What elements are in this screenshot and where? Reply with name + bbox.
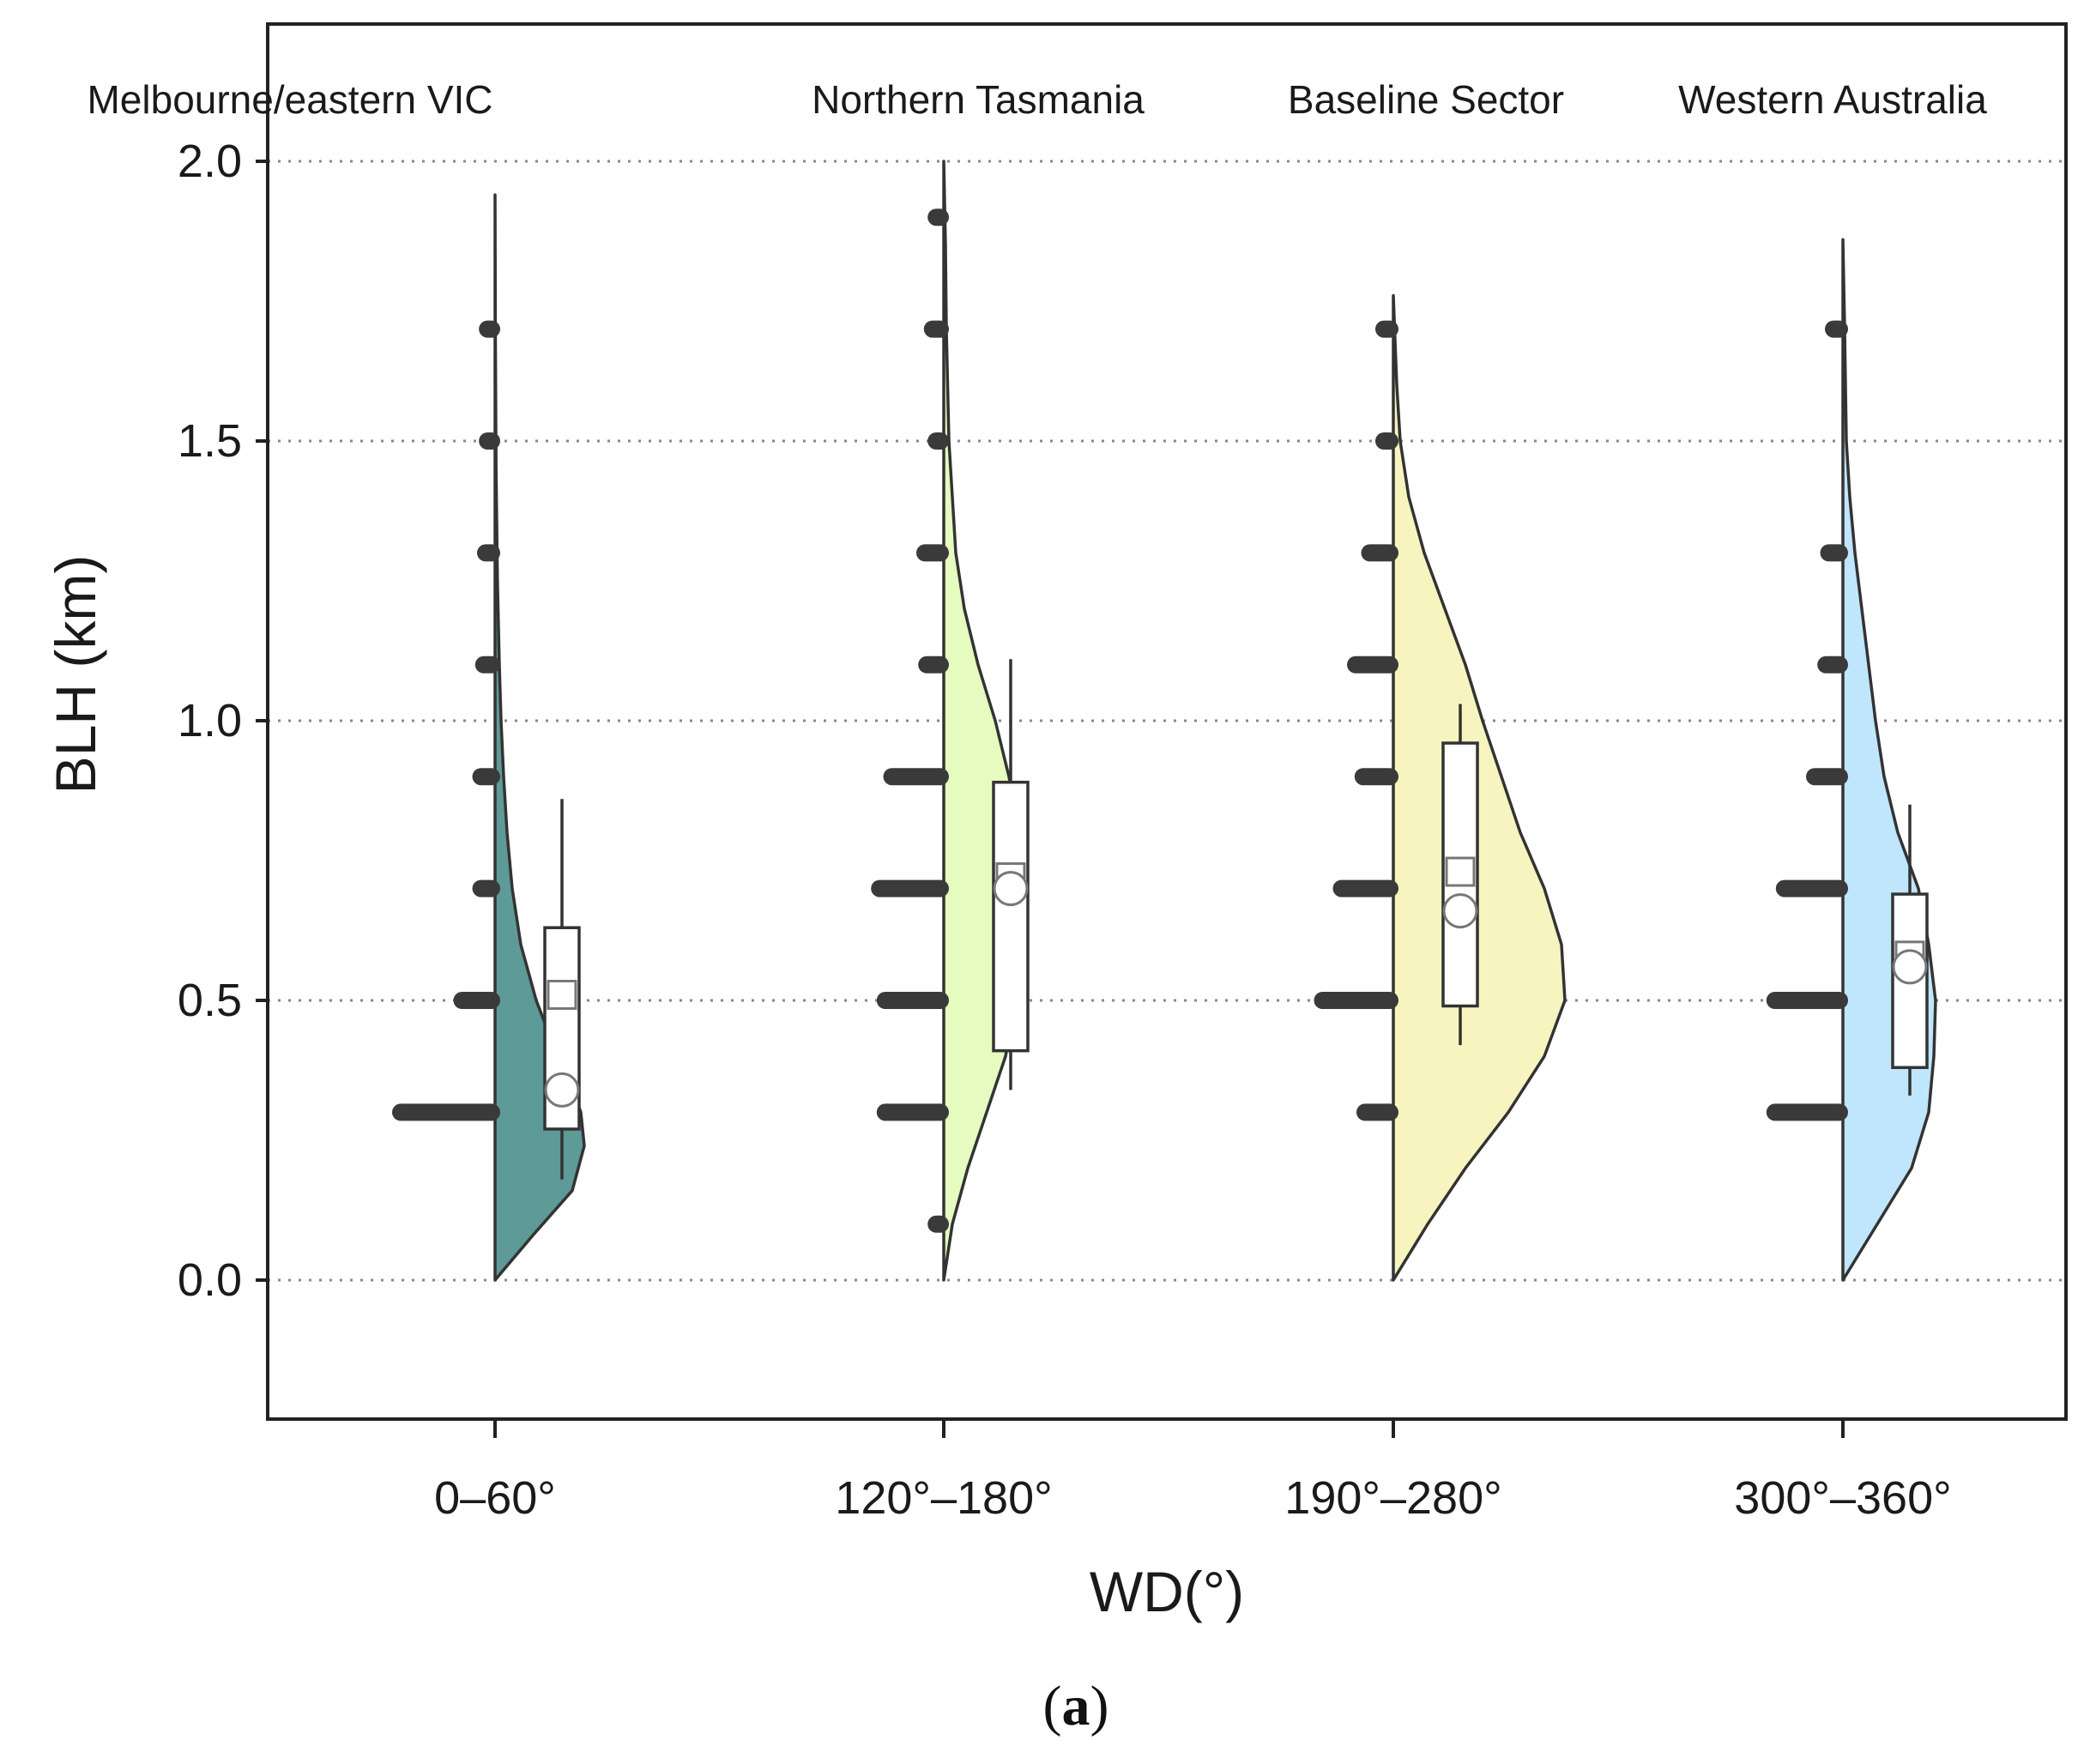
caption-open: (: [1043, 1675, 1062, 1737]
x-axis-title: WD(°): [1090, 1560, 1244, 1623]
sector-label: Northern Tasmania: [812, 77, 1145, 122]
median-marker: [993, 871, 1029, 907]
x-tick-label: 300°–360°: [1734, 1472, 1951, 1524]
sector-labels: Melbourne/eastern VIC Northern Tasmania Ba…: [87, 77, 1987, 122]
x-tick-label: 120°–180°: [835, 1472, 1052, 1524]
median-marker: [1442, 893, 1478, 929]
mean-marker: [1445, 856, 1476, 887]
boxes-layer: [543, 659, 1929, 1180]
sector-label: Western Australia: [1678, 77, 1987, 122]
density-cloud: [493, 193, 586, 1282]
x-tick-label: 0–60°: [434, 1472, 556, 1524]
y-tick-label: 1.5: [178, 415, 242, 467]
caption-close: ): [1090, 1675, 1109, 1737]
y-axis-title: BLH (km): [44, 555, 107, 794]
figure-caption: (a): [1043, 1675, 1109, 1737]
y-tick-label: 1.0: [178, 695, 242, 746]
caption-letter: a: [1062, 1675, 1090, 1737]
sector-label: Baseline Sector: [1288, 77, 1564, 122]
y-tick-label: 0.0: [178, 1254, 242, 1306]
mean-marker: [547, 979, 577, 1010]
sector-label: Melbourne/eastern VIC: [87, 77, 492, 122]
median-marker: [1892, 949, 1928, 985]
box: [992, 780, 1030, 1053]
density-cloud: [1841, 238, 1937, 1282]
density-cloud: [1392, 293, 1567, 1282]
density-cloud: [942, 160, 1026, 1282]
x-tick-label: 190°–280°: [1284, 1472, 1501, 1524]
y-axis-ticks: 0.0 0.5 1.0 1.5 2.0: [178, 136, 268, 1306]
rain-layer: [392, 208, 1848, 1233]
x-axis-ticks: 0–60° 120°–180° 190°–280° 300°–360°: [434, 1419, 1952, 1524]
y-tick-label: 0.5: [178, 975, 242, 1026]
median-marker: [544, 1072, 580, 1108]
y-tick-label: 2.0: [178, 136, 242, 187]
